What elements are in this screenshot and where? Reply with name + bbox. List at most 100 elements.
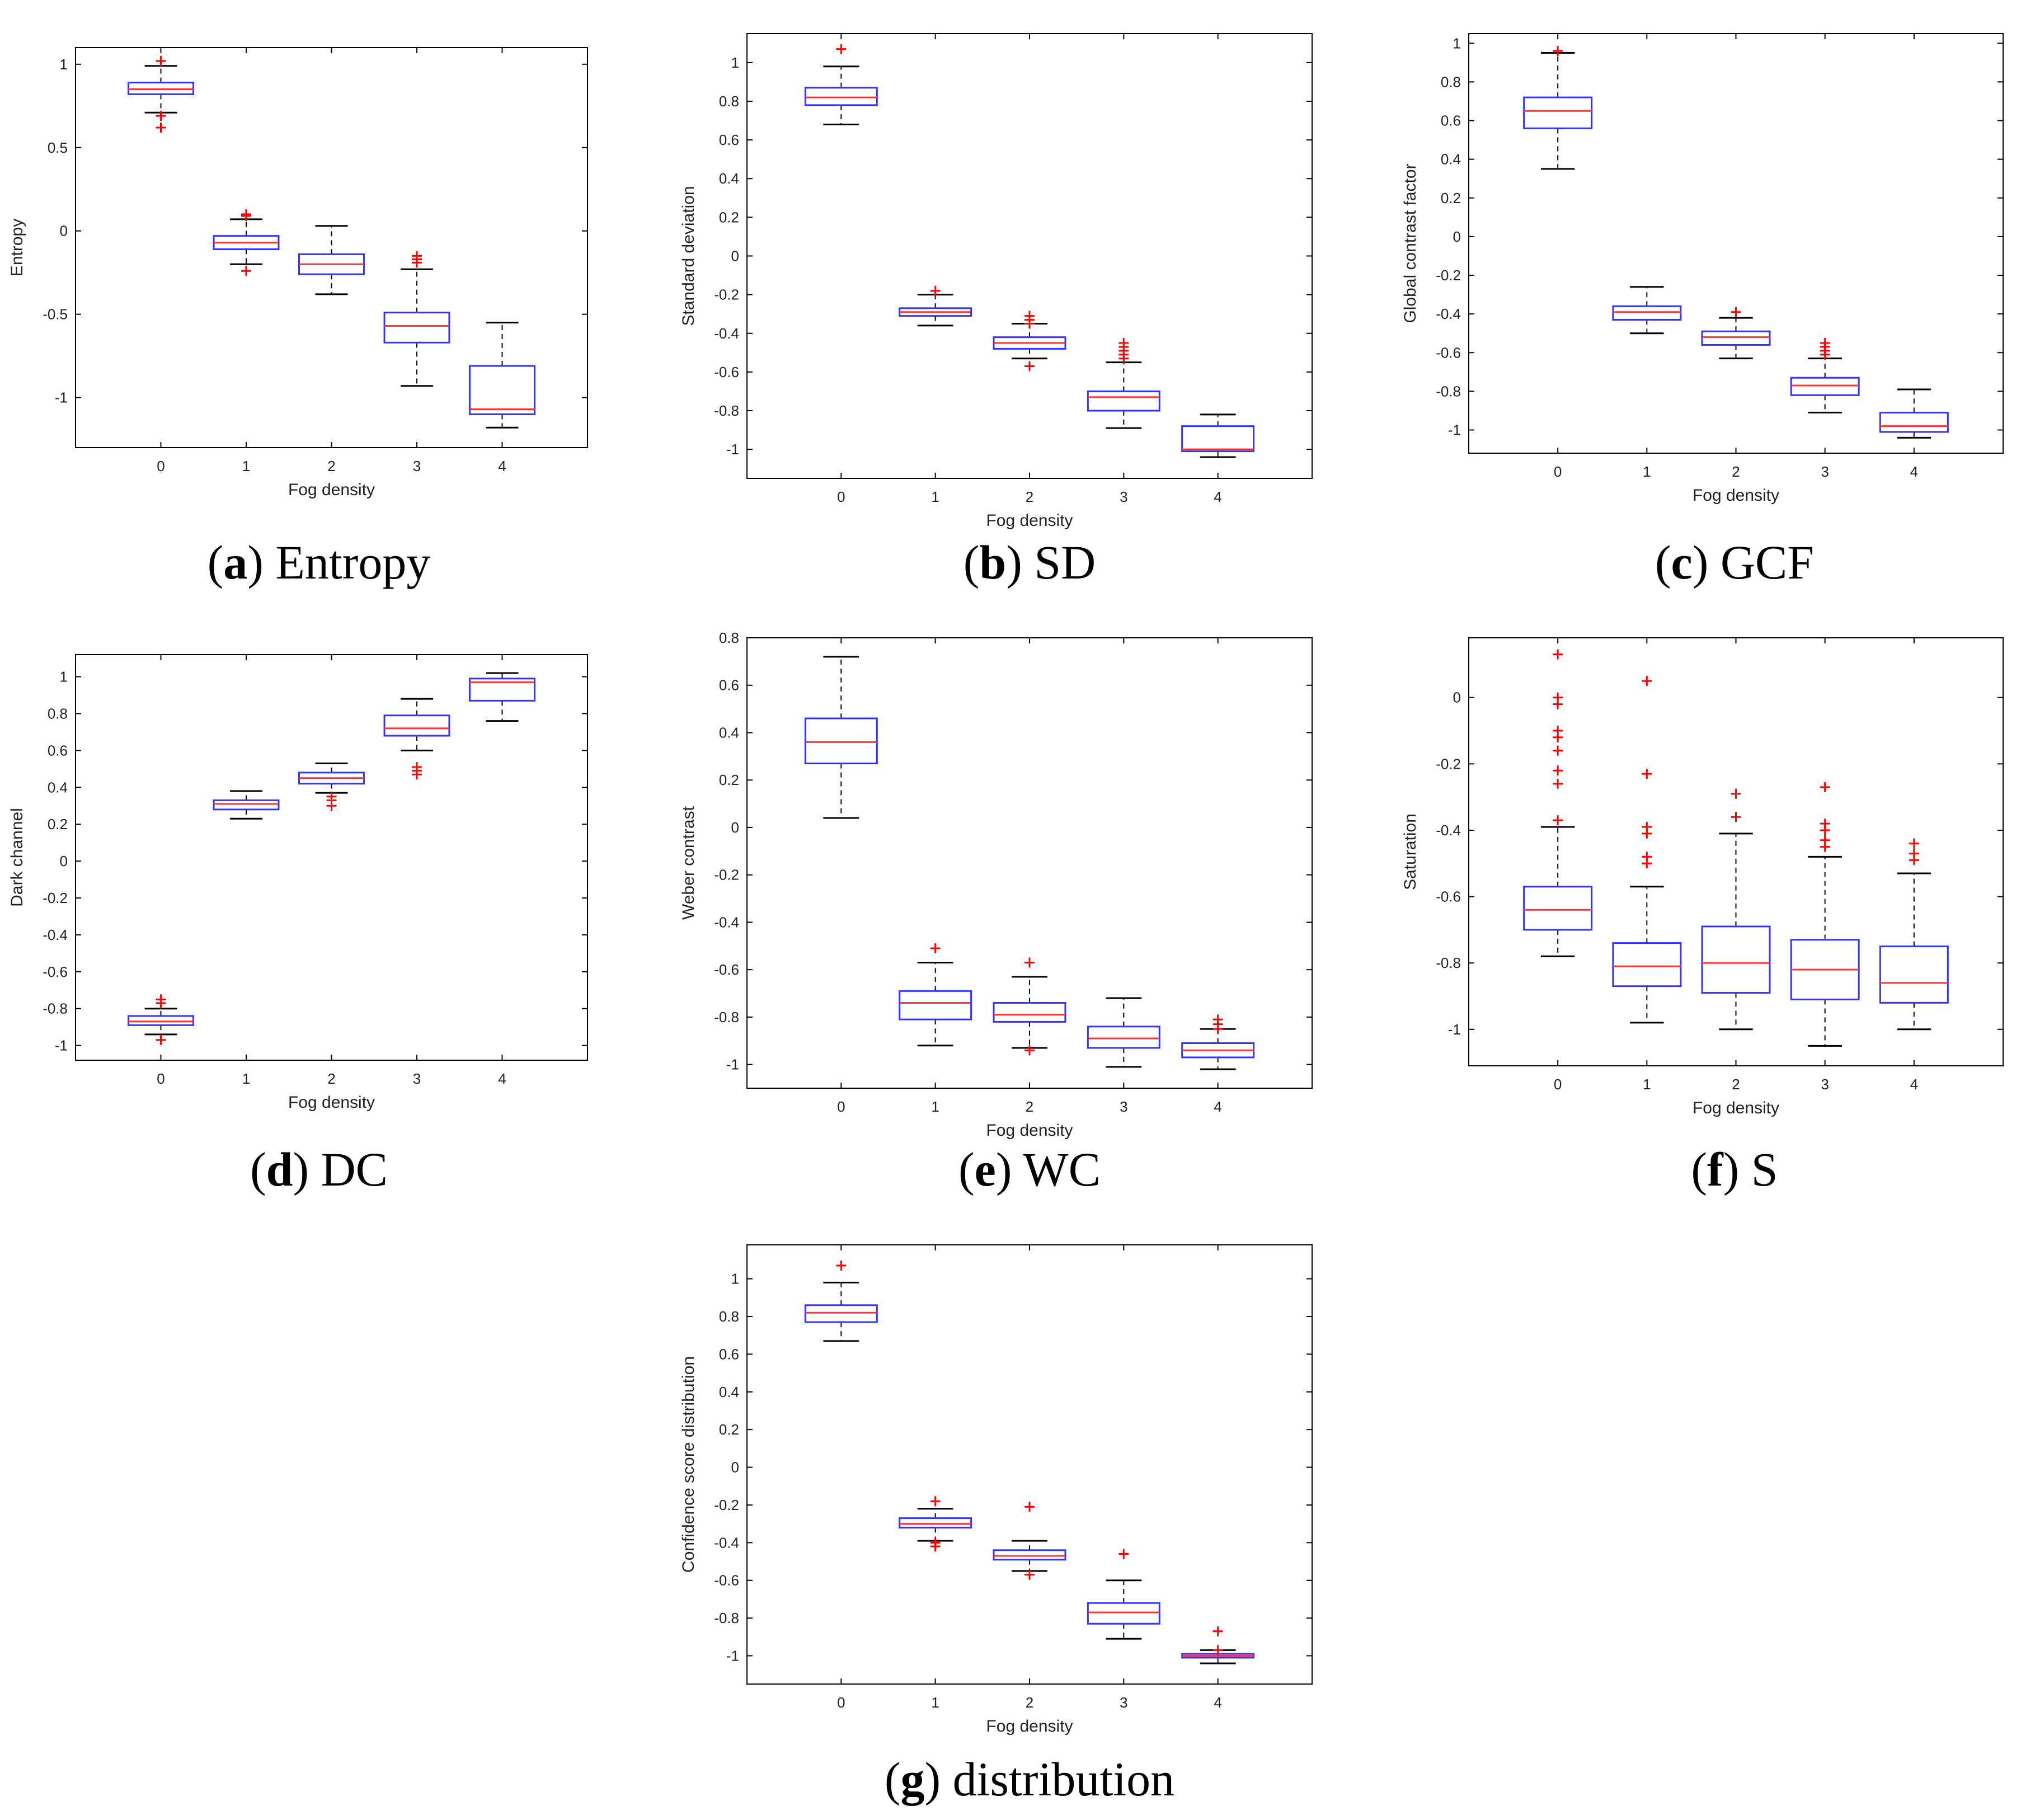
y-axis-label: Dark channel xyxy=(8,808,26,907)
outlier-marker xyxy=(412,762,422,773)
box-group-0 xyxy=(804,1261,878,1342)
iqr-box xyxy=(1701,330,1771,346)
x-tick-label: 1 xyxy=(931,488,939,505)
caption-f: (f) S xyxy=(1691,1142,1778,1196)
y-tick-label: -0.2 xyxy=(1436,755,1461,772)
x-tick-label: 0 xyxy=(837,1694,845,1711)
y-tick-label: -0.4 xyxy=(43,927,68,943)
outlier-marker xyxy=(1024,361,1035,371)
caption-letter-d: d xyxy=(266,1142,293,1196)
outlier-marker xyxy=(1731,812,1741,822)
x-tick-label: 1 xyxy=(931,1694,939,1711)
caption-c: (c) GCF xyxy=(1655,535,1815,589)
y-tick-label: -0.6 xyxy=(1436,888,1461,905)
iqr-box xyxy=(383,312,450,344)
outlier-marker xyxy=(930,943,941,954)
x-tick-label: 1 xyxy=(242,1070,250,1087)
outlier-marker xyxy=(1642,676,1652,686)
y-tick-label: 0.2 xyxy=(48,816,68,833)
chart-panel-d: -1 -0.8 -0.6 -0.4 -0.2 0 0.2 0.4 0.6 0.8 1 0 1 2 3 4 Fog… xyxy=(0,641,621,1122)
y-tick-label: 0 xyxy=(731,1459,739,1476)
boxplot-saturation: -1 -0.8 -0.6 -0.4 -0.2 0 0 1 2 3 4 Fog density Satur… xyxy=(1401,637,2004,1117)
y-axis-label: Entropy xyxy=(8,219,26,276)
y-tick-label: 0.2 xyxy=(719,1421,739,1438)
box-group-0 xyxy=(1523,46,1593,170)
iqr-box xyxy=(804,1304,878,1323)
x-tick-label: 0 xyxy=(837,1098,845,1115)
y-tick-label: 0.8 xyxy=(1441,73,1461,90)
iqr-box xyxy=(899,1517,972,1529)
chart-panel-a: -1 -0.5 0 0.5 1 0 1 2 3 4 Fog density Entropy xyxy=(0,34,621,509)
caption-letter-c: c xyxy=(1671,535,1693,589)
iqr-box xyxy=(993,1001,1066,1023)
y-tick-label: -0.4 xyxy=(714,1534,739,1551)
y-tick-label: -0.4 xyxy=(1436,305,1461,322)
iqr-box xyxy=(1790,377,1860,396)
y-tick-label: -1 xyxy=(726,441,739,458)
y-tick-label: -0.8 xyxy=(1436,383,1461,399)
outlier-marker xyxy=(1553,649,1563,660)
y-tick-label: 0.8 xyxy=(719,629,739,646)
x-tick-label: 2 xyxy=(327,1070,335,1087)
y-tick-label: 0.5 xyxy=(48,139,68,156)
caption-b: (b) SD xyxy=(963,535,1096,589)
y-tick-label: -0.6 xyxy=(714,961,739,978)
y-tick-label: -0.4 xyxy=(714,914,739,930)
outlier-marker xyxy=(1642,769,1652,779)
x-axis-label: Fog density xyxy=(1693,1099,1779,1117)
y-tick-label: 0.4 xyxy=(1441,151,1461,168)
box-group-0 xyxy=(128,994,194,1045)
x-tick-label: 0 xyxy=(1554,463,1562,480)
x-tick-label: 3 xyxy=(1120,1098,1127,1115)
y-tick-label: -0.4 xyxy=(714,325,739,342)
boxplot-dark-channel: -1 -0.8 -0.6 -0.4 -0.2 0 0.2 0.4 0.6 0.8 1 0 1 2 3 4 Fog… xyxy=(8,654,588,1112)
box-group-1 xyxy=(899,285,972,327)
boxplot-entropy: -1 -0.5 0 0.5 1 0 1 2 3 4 Fog density Entropy xyxy=(8,47,588,499)
caption-text-c: GCF xyxy=(1720,535,1815,589)
outlier-marker xyxy=(930,285,941,296)
plot-frame xyxy=(75,654,588,1061)
outlier-marker xyxy=(156,123,166,133)
y-tick-label: -0.4 xyxy=(1436,822,1461,839)
plot-frame xyxy=(1468,33,2004,454)
iqr-box xyxy=(1879,411,1949,433)
outlier-marker xyxy=(1024,318,1035,329)
outlier-marker xyxy=(1212,1626,1223,1636)
chart-panel-g: -1 -0.8 -0.6 -0.4 -0.2 0 0.2 0.4 0.6 0.8 1 0 1 2 3 4 Fog… xyxy=(671,1231,1365,1746)
y-tick-label: -0.2 xyxy=(714,867,739,883)
plot-frame xyxy=(746,1244,1313,1685)
caption-letter-f: f xyxy=(1707,1142,1723,1196)
iqr-box xyxy=(993,1549,1066,1561)
outlier-marker xyxy=(1642,858,1652,869)
x-axis-label: Fog density xyxy=(986,1717,1073,1736)
iqr-box xyxy=(804,87,878,106)
y-tick-label: 0.8 xyxy=(719,1308,739,1325)
plot-frame xyxy=(75,47,588,448)
x-tick-label: 3 xyxy=(413,458,421,474)
box-group-1 xyxy=(1612,676,1682,1024)
outlier-marker xyxy=(1909,855,1919,866)
iqr-box xyxy=(128,1015,194,1026)
x-tick-label: 3 xyxy=(413,1070,421,1087)
y-tick-label: -0.8 xyxy=(714,402,739,419)
caption-text-d: DC xyxy=(321,1142,388,1196)
box-group-3 xyxy=(1087,1549,1160,1640)
x-tick-label: 1 xyxy=(242,458,250,474)
box-group-2 xyxy=(1701,307,1771,360)
iqr-box xyxy=(1523,886,1593,931)
y-axis-label: Global contrast factor xyxy=(1401,163,1420,323)
iqr-box xyxy=(469,365,535,415)
caption-text-g: distribution xyxy=(952,1752,1175,1806)
outlier-marker xyxy=(836,44,847,54)
x-tick-label: 2 xyxy=(327,458,335,474)
y-tick-label: 0.6 xyxy=(1441,112,1461,129)
outlier-marker xyxy=(1553,815,1563,826)
box-group-3 xyxy=(1790,782,1860,1047)
x-axis-label: Fog density xyxy=(986,511,1073,530)
y-tick-label: 0.2 xyxy=(719,209,739,225)
x-axis-label: Fog density xyxy=(288,481,375,499)
caption-g: (g) distribution xyxy=(884,1752,1175,1806)
y-tick-label: 0.4 xyxy=(719,1384,739,1400)
iqr-box xyxy=(1879,946,1949,1004)
box-group-2 xyxy=(1701,788,1771,1031)
